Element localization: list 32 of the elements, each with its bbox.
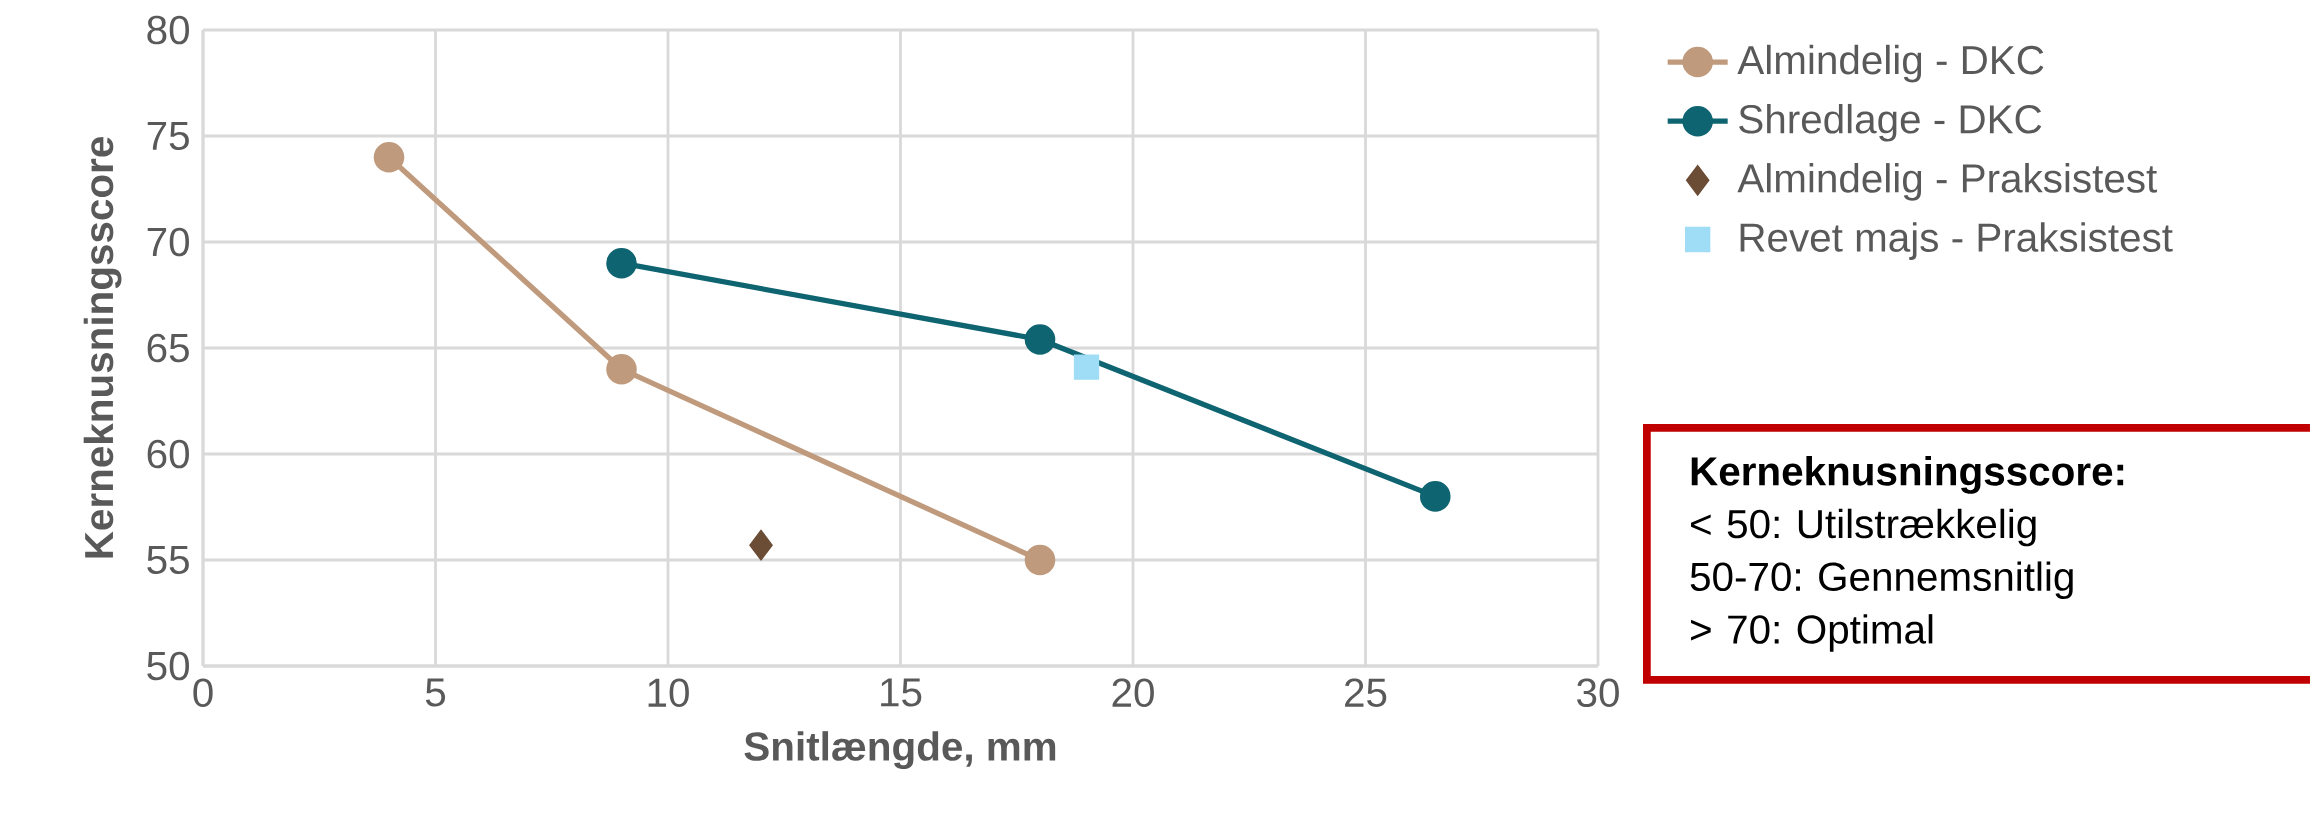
point [1024, 324, 1056, 355]
y-tick-label: 50 [147, 651, 189, 681]
point [1419, 481, 1451, 512]
y-tick-label: 75 [147, 121, 189, 151]
text: < 50: Utilstrækkelig [1691, 508, 2036, 547]
point [606, 353, 637, 385]
point [749, 529, 773, 561]
legend-label: Shredlage - DKC [1739, 103, 2042, 142]
y-axis-title: Kerneknusningsscore [83, 137, 122, 558]
text: Kerneknusningsscore: [1691, 455, 2124, 494]
legend-label: Revet majs - Praksistest [1740, 222, 2173, 260]
text: > 70: Optimal [1691, 614, 1933, 652]
x-axis-title: Snitlængde, mm [744, 731, 1056, 769]
y-tick-label: 65 [147, 333, 189, 363]
x-tick-label: 30 [1577, 678, 1619, 708]
text: 50-70: Gennemsnitlig [1690, 561, 2073, 600]
point [1024, 544, 1056, 576]
x-tick-label: 15 [881, 678, 922, 707]
x-tick-label: 20 [1112, 678, 1154, 708]
x-tick-label: 25 [1345, 678, 1387, 708]
y-tick-label: 80 [147, 15, 189, 45]
x-tick-label: 10 [648, 678, 689, 708]
point [373, 141, 405, 173]
point [1073, 354, 1100, 380]
legend-label: Almindelig - DKC [1737, 44, 2044, 83]
legend-label: Almindelig - Praksistest [1737, 163, 2157, 201]
x-tick-label: 0 [193, 678, 213, 708]
y-tick-label: 60 [147, 439, 189, 469]
x-tick-label: 5 [425, 678, 446, 707]
point [606, 247, 637, 279]
y-tick-label: 55 [147, 545, 189, 575]
y-tick-label: 70 [147, 227, 189, 257]
